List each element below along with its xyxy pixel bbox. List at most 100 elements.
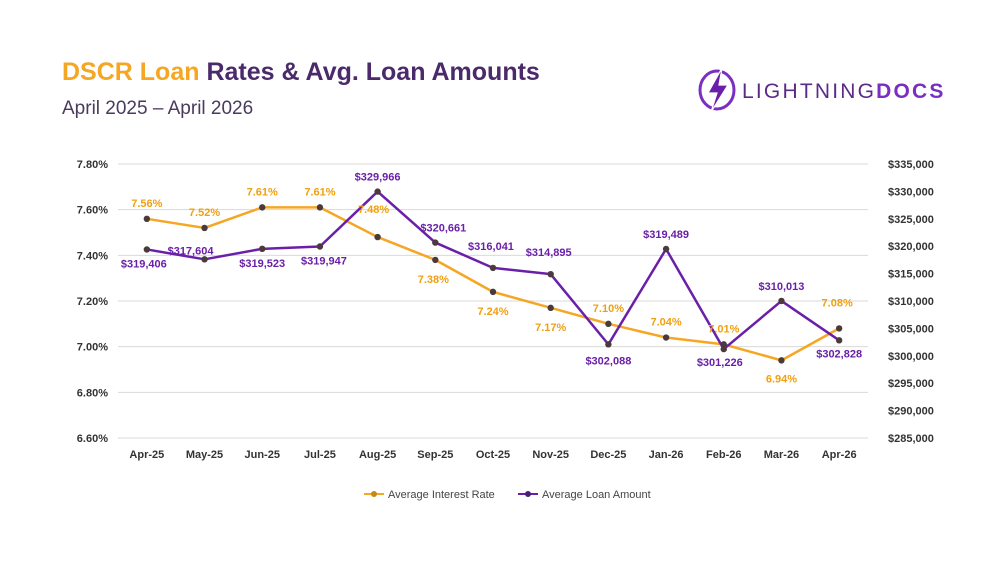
loan-data-label: $319,489 bbox=[643, 229, 689, 241]
rate-data-label: 7.01% bbox=[708, 323, 739, 335]
left-tick-label: 7.20% bbox=[77, 296, 108, 308]
gridlines bbox=[118, 163, 868, 439]
lightning-bolt-icon bbox=[698, 67, 736, 113]
left-tick-label: 7.60% bbox=[77, 205, 108, 217]
loan-data-label: $301,226 bbox=[697, 357, 743, 369]
right-tick-label: $305,000 bbox=[888, 323, 934, 335]
rate-data-label: 7.61% bbox=[304, 186, 335, 198]
rate-point bbox=[432, 256, 439, 264]
loan-data-label: $302,088 bbox=[585, 355, 631, 367]
rate-point bbox=[720, 341, 727, 348]
right-tick-label: $330,000 bbox=[888, 186, 934, 198]
x-tick-label: Jun-25 bbox=[244, 449, 279, 461]
logo-text-b: DOCS bbox=[876, 80, 946, 103]
rate-data-label: 7.04% bbox=[650, 317, 681, 329]
rate-point bbox=[316, 204, 324, 211]
loan-data-label: $319,947 bbox=[301, 255, 347, 267]
loan-data-label: $329,966 bbox=[355, 172, 401, 184]
logo-text: LIGHTNINGDOCS bbox=[742, 80, 946, 104]
logo: LIGHTNINGDOCS bbox=[697, 64, 957, 116]
right-tick-label: $310,000 bbox=[888, 296, 934, 308]
rate-data-label: 7.48% bbox=[358, 204, 389, 216]
rate-data-label: 7.08% bbox=[822, 297, 853, 309]
rate-data-label: 7.56% bbox=[131, 198, 162, 210]
loan-data-label: $310,013 bbox=[759, 281, 805, 293]
loan-data-label: $316,041 bbox=[468, 241, 514, 253]
x-tick-label: Jul-25 bbox=[304, 449, 336, 461]
right-tick-label: $315,000 bbox=[888, 269, 934, 281]
right-tick-label: $295,000 bbox=[888, 378, 934, 390]
right-tick-label: $320,000 bbox=[888, 241, 934, 253]
loan-point bbox=[432, 239, 439, 246]
x-tick-label: Sep-25 bbox=[417, 449, 453, 461]
rate-point bbox=[547, 304, 554, 312]
rate-data-label: 7.17% bbox=[535, 322, 566, 334]
loan-point bbox=[259, 245, 266, 253]
rate-point bbox=[143, 215, 151, 222]
series-lines bbox=[143, 188, 843, 364]
loan-point bbox=[662, 245, 670, 253]
rate-data-label: 6.94% bbox=[766, 373, 797, 385]
x-tick-label: Feb-26 bbox=[706, 449, 741, 461]
rate-data-label: 7.10% bbox=[593, 303, 624, 315]
loan-point bbox=[605, 341, 612, 348]
loan-point bbox=[374, 188, 381, 195]
loan-point bbox=[143, 246, 151, 253]
loan-data-label: $302,828 bbox=[816, 348, 862, 360]
left-axis-ticks: 6.60% 6.80% 7.00% 7.20% 7.40% 7.60% 7.80% bbox=[77, 159, 108, 445]
loan-point bbox=[778, 297, 785, 305]
left-tick-label: 7.80% bbox=[77, 159, 108, 171]
legend-loan-marker bbox=[525, 491, 531, 497]
loan-point bbox=[489, 264, 497, 272]
right-tick-label: $325,000 bbox=[888, 214, 934, 226]
rate-point bbox=[489, 288, 497, 296]
left-tick-label: 6.80% bbox=[77, 387, 108, 399]
rate-data-label: 7.38% bbox=[418, 274, 449, 286]
right-tick-label: $285,000 bbox=[888, 433, 934, 445]
rate-point bbox=[374, 233, 381, 241]
rate-point bbox=[259, 204, 266, 211]
rate-point bbox=[605, 320, 612, 328]
chart-title: DSCR Loan Rates & Avg. Loan Amounts bbox=[62, 58, 540, 87]
loan-point bbox=[835, 337, 843, 344]
rate-data-label: 7.24% bbox=[477, 306, 508, 318]
legend-rate-marker bbox=[371, 491, 377, 497]
loan-point bbox=[547, 270, 554, 278]
title-rest: Rates & Avg. Loan Amounts bbox=[206, 58, 540, 86]
right-tick-label: $300,000 bbox=[888, 351, 934, 363]
rate-series-line bbox=[146, 206, 840, 362]
chart-subtitle: April 2025 – April 2026 bbox=[62, 98, 254, 119]
loan-data-label: $319,406 bbox=[121, 258, 167, 270]
loan-point bbox=[316, 243, 324, 250]
loan-data-label: $317,604 bbox=[168, 245, 215, 257]
loan-data-label: $314,895 bbox=[526, 247, 572, 259]
right-axis-ticks: $285,000 $290,000 $295,000 $300,000 $305,000… bbox=[888, 159, 934, 445]
logo-text-a: LIGHTNING bbox=[742, 80, 877, 103]
rate-data-label: 7.61% bbox=[247, 186, 278, 198]
legend-rate-label: Average Interest Rate bbox=[388, 489, 495, 501]
x-tick-label: Jan-26 bbox=[649, 449, 684, 461]
legend: Average Interest Rate Average Loan Amount bbox=[364, 489, 651, 501]
x-tick-label: May-25 bbox=[186, 449, 223, 461]
rate-point bbox=[778, 357, 785, 364]
left-tick-label: 7.40% bbox=[77, 250, 108, 262]
right-tick-label: $335,000 bbox=[888, 159, 934, 171]
x-tick-label: Apr-25 bbox=[129, 449, 164, 461]
left-tick-label: 6.60% bbox=[77, 433, 108, 445]
rate-point bbox=[835, 325, 843, 332]
x-tick-label: Apr-26 bbox=[822, 449, 857, 461]
x-axis-ticks: Apr-25 May-25 Jun-25 Jul-25 Aug-25 Sep-25 Oct-… bbox=[129, 449, 856, 461]
x-tick-label: Aug-25 bbox=[359, 449, 396, 461]
title-accent: DSCR Loan bbox=[62, 58, 200, 86]
right-tick-label: $290,000 bbox=[888, 406, 934, 418]
rate-point bbox=[662, 334, 670, 341]
data-labels: 7.56% 7.52% 7.61% 7.61% 7.48% 7.38% 7.24% 7.17%… bbox=[121, 172, 862, 386]
legend-loan-label: Average Loan Amount bbox=[542, 489, 651, 501]
loan-data-label: $319,523 bbox=[239, 258, 285, 270]
rate-data-label: 7.52% bbox=[189, 207, 220, 219]
x-tick-label: Mar-26 bbox=[764, 449, 799, 461]
loan-point bbox=[201, 256, 208, 263]
x-tick-label: Nov-25 bbox=[532, 449, 569, 461]
x-tick-label: Oct-25 bbox=[476, 449, 510, 461]
